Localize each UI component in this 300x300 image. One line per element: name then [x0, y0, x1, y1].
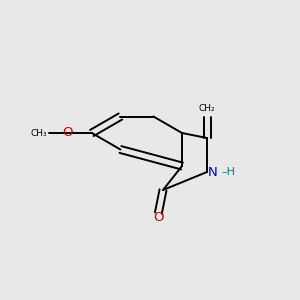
Text: O: O	[62, 127, 72, 140]
Text: N: N	[208, 166, 218, 178]
Text: CH₃: CH₃	[30, 128, 47, 137]
Text: O: O	[153, 211, 164, 224]
Text: CH₂: CH₂	[199, 103, 215, 112]
Text: –H: –H	[221, 167, 235, 177]
